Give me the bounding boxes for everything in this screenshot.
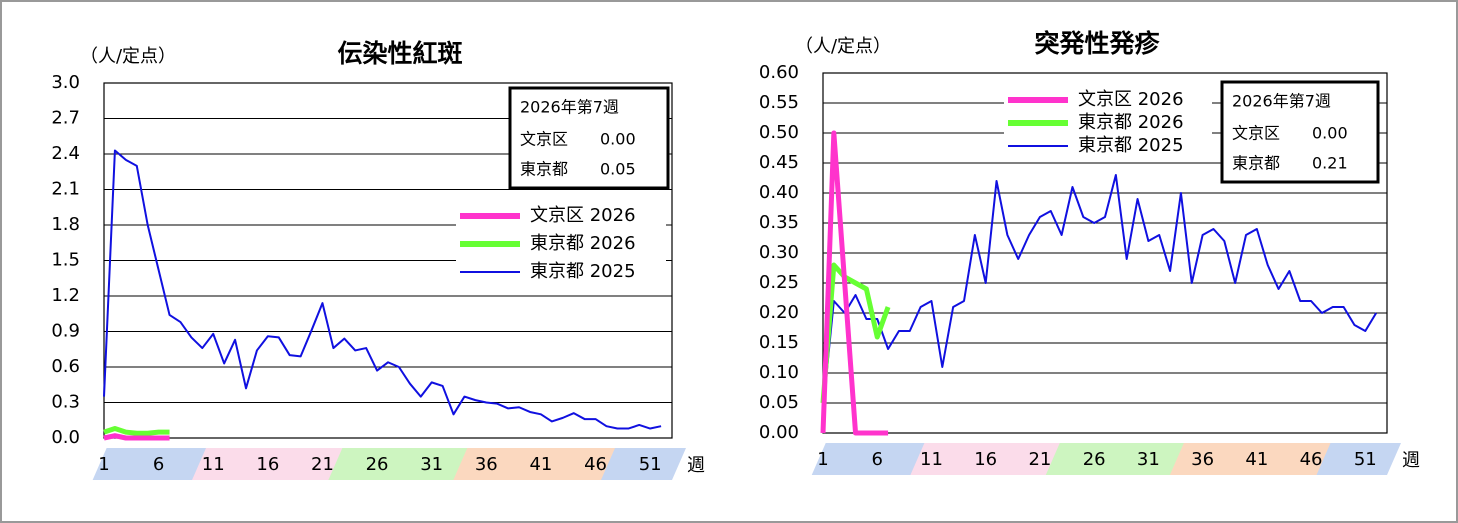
x-tick-label: 31	[420, 454, 443, 475]
season-band	[1316, 443, 1401, 475]
x-tick-label: 16	[256, 454, 279, 475]
info-box	[508, 86, 670, 190]
chart-title: 伝染性紅斑	[337, 39, 462, 68]
legend-label: 文京区 2026	[1078, 89, 1184, 110]
y-tick-label: 2.4	[51, 143, 80, 164]
y-tick-label: 0.0	[51, 427, 80, 448]
series-line	[103, 149, 662, 430]
season-band	[192, 448, 357, 480]
info-box-label: 東京都	[1232, 154, 1280, 173]
x-tick-label: 26	[1083, 449, 1106, 470]
x-tick-label: 51	[639, 454, 662, 475]
season-band	[1169, 443, 1345, 475]
y-tick-label: 1.5	[51, 250, 80, 271]
legend-label: 東京都 2025	[530, 261, 636, 282]
series-line	[822, 174, 1378, 410]
series-line	[820, 130, 889, 436]
chart-title: 突発性発疹	[1034, 29, 1160, 58]
x-tick-label: 16	[974, 449, 997, 470]
y-tick-label: 0.55	[759, 92, 799, 113]
y-tick-label: 0.60	[759, 62, 799, 83]
x-tick-label: 51	[1354, 449, 1377, 470]
legend-label: 文京区 2026	[530, 205, 636, 226]
y-tick-label: 0.6	[51, 356, 80, 377]
y-tick-label: 0.35	[759, 212, 799, 233]
x-axis-label: 週	[687, 455, 705, 476]
x-tick-label: 36	[475, 454, 498, 475]
x-tick-label: 1	[817, 449, 828, 470]
legend-label: 東京都 2026	[530, 233, 636, 254]
info-box-title: 2026年第7週	[1232, 92, 1331, 111]
x-tick-label: 6	[153, 454, 164, 475]
season-band	[811, 443, 939, 475]
x-tick-label: 31	[1137, 449, 1160, 470]
y-tick-label: 2.7	[51, 108, 80, 129]
info-box	[1220, 80, 1380, 184]
legend-label: 東京都 2026	[1078, 112, 1184, 133]
x-tick-label: 46	[584, 454, 607, 475]
season-band	[601, 448, 686, 480]
info-box-value: 0.05	[600, 160, 636, 179]
x-tick-label: 6	[872, 449, 883, 470]
y-tick-label: 2.1	[51, 179, 80, 200]
plot-frame	[822, 72, 1388, 434]
info-box-label: 東京都	[520, 160, 568, 179]
y-axis-unit: （人/定点）	[80, 46, 176, 67]
x-tick-label: 26	[366, 454, 389, 475]
x-tick-label: 36	[1191, 449, 1214, 470]
series-line	[103, 433, 170, 441]
y-tick-label: 0.20	[759, 302, 799, 323]
info-box-label: 文京区	[1232, 124, 1280, 143]
info-box-value: 0.21	[1312, 154, 1348, 173]
plot-frame	[103, 82, 673, 439]
y-tick-label: 0.45	[759, 152, 799, 173]
series-line	[103, 426, 170, 436]
y-tick-label: 1.8	[51, 214, 80, 235]
info-box-label: 文京区	[520, 130, 568, 149]
y-tick-label: 0.00	[759, 422, 799, 443]
y-tick-label: 1.2	[51, 285, 80, 306]
y-tick-label: 0.05	[759, 392, 799, 413]
info-box-value: 0.00	[600, 130, 636, 149]
x-tick-label: 41	[1245, 449, 1268, 470]
x-tick-label: 11	[202, 454, 225, 475]
season-band	[910, 443, 1074, 475]
info-box-value: 0.00	[1312, 124, 1348, 143]
x-tick-label: 41	[529, 454, 552, 475]
info-box-title: 2026年第7週	[520, 98, 619, 117]
y-tick-label: 0.9	[51, 321, 80, 342]
y-tick-label: 0.30	[759, 242, 799, 263]
season-band	[92, 448, 221, 480]
season-band	[1045, 443, 1198, 475]
legend-label: 東京都 2025	[1078, 135, 1184, 156]
y-tick-label: 0.3	[51, 392, 80, 413]
y-tick-label: 3.0	[51, 72, 80, 93]
x-tick-label: 11	[920, 449, 943, 470]
y-axis-unit: （人/定点）	[795, 36, 891, 57]
x-tick-label: 46	[1300, 449, 1323, 470]
x-tick-label: 21	[311, 454, 334, 475]
season-band	[453, 448, 630, 480]
x-tick-label: 1	[98, 454, 109, 475]
y-tick-label: 0.15	[759, 332, 799, 353]
y-tick-label: 0.25	[759, 272, 799, 293]
season-band	[328, 448, 482, 480]
y-tick-label: 0.10	[759, 362, 799, 383]
x-axis-label: 週	[1402, 450, 1420, 471]
x-tick-label: 21	[1028, 449, 1051, 470]
y-tick-label: 0.40	[759, 182, 799, 203]
series-line	[820, 262, 891, 404]
y-tick-label: 0.50	[759, 122, 799, 143]
